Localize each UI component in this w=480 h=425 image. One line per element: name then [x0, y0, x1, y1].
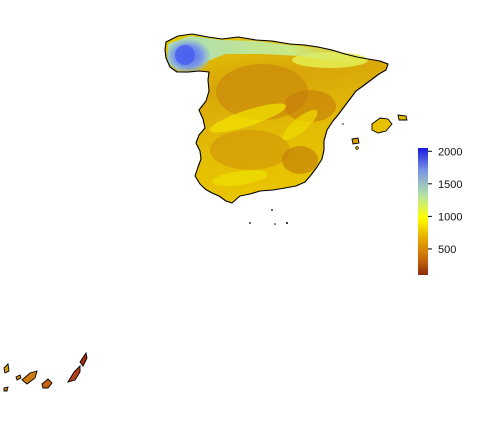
- fuerteventura: [67, 364, 81, 383]
- peninsula-coastline: [164, 33, 389, 204]
- la-gomera: [15, 374, 22, 381]
- cantabrian-humid-band: [168, 36, 372, 70]
- iberian-range: [282, 109, 318, 141]
- legend-tick-label: 1000: [438, 211, 462, 223]
- canary-islands: [3, 351, 88, 392]
- legend-tick-label: 500: [438, 244, 456, 256]
- tenerife: [21, 370, 38, 385]
- menorca: [397, 114, 408, 121]
- legend-tick-label: 2000: [438, 146, 462, 158]
- ibiza: [351, 137, 360, 145]
- legend-tick-label: 1500: [438, 179, 462, 191]
- lanzarote: [79, 351, 88, 367]
- formentera: [355, 146, 359, 150]
- la-palma: [3, 363, 10, 374]
- central-range: [209, 103, 287, 133]
- southeast-dry: [282, 146, 318, 174]
- color-legend: 500 1000 1500 2000: [418, 146, 462, 275]
- islets: [249, 123, 344, 225]
- galicia-core: [175, 45, 195, 65]
- iberian-peninsula: [164, 33, 389, 204]
- legend-colorbar: [418, 148, 428, 275]
- sierra-south: [212, 170, 268, 186]
- ebro-valley: [284, 90, 336, 122]
- balearic-islands: [351, 114, 408, 150]
- dry-interior-south: [210, 130, 290, 170]
- mallorca: [371, 117, 393, 134]
- gran-canaria: [41, 378, 53, 389]
- el-hierro: [3, 386, 9, 392]
